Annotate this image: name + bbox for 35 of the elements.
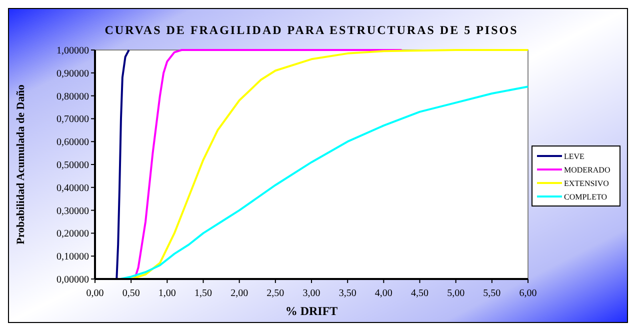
y-tick-label: 0,30000 bbox=[56, 206, 89, 217]
x-tick-label: 0,00 bbox=[86, 288, 104, 299]
x-tick-label: 3,50 bbox=[338, 288, 356, 299]
y-tick-label: 0,10000 bbox=[56, 252, 89, 263]
y-tick-label: 0,80000 bbox=[56, 91, 89, 102]
y-tick-label: 0,20000 bbox=[56, 228, 89, 240]
line-series bbox=[116, 49, 130, 280]
legend-label: MODERADO bbox=[564, 165, 610, 174]
legend-label: LEVE bbox=[564, 152, 585, 161]
y-tick-label: 0,00000 bbox=[56, 274, 89, 286]
y-tick-label: 1,00000 bbox=[56, 46, 89, 56]
legend-label: COMPLETO bbox=[564, 192, 608, 202]
x-axis-title: % DRIFT bbox=[285, 304, 338, 318]
x-tick-label: 0,50 bbox=[122, 288, 140, 299]
y-tick-label: 0,70000 bbox=[56, 114, 89, 126]
x-tick-label: 2,50 bbox=[266, 288, 284, 299]
x-tick-label: 1,50 bbox=[194, 288, 212, 299]
line-series bbox=[130, 49, 529, 280]
y-tick-label: 0,50000 bbox=[56, 160, 89, 171]
x-tick-label: 5,00 bbox=[447, 288, 465, 299]
x-tick-label: 3,00 bbox=[302, 288, 320, 299]
y-tick-label: 0,40000 bbox=[56, 182, 89, 194]
line-series bbox=[119, 86, 529, 280]
line-series bbox=[134, 49, 403, 280]
x-tick-label: 2,00 bbox=[230, 288, 248, 299]
y-axis-title: Probabilidad Acumulada de Daño bbox=[15, 84, 27, 244]
x-tick-label: 5,50 bbox=[483, 288, 501, 299]
y-tick-label: 0,90000 bbox=[56, 68, 89, 80]
legend-label: EXTENSIVO bbox=[564, 178, 610, 188]
x-tick-label: 4,50 bbox=[411, 288, 428, 299]
chart-title: CURVAS DE FRAGILIDAD PARA ESTRUCTURAS DE 5 PISOS bbox=[104, 23, 518, 37]
x-tick-label: 1,00 bbox=[158, 288, 176, 299]
x-tick-label: 4,00 bbox=[374, 288, 392, 299]
x-tick-label: 6,00 bbox=[519, 288, 537, 299]
y-tick-label: 0,60000 bbox=[56, 137, 89, 148]
